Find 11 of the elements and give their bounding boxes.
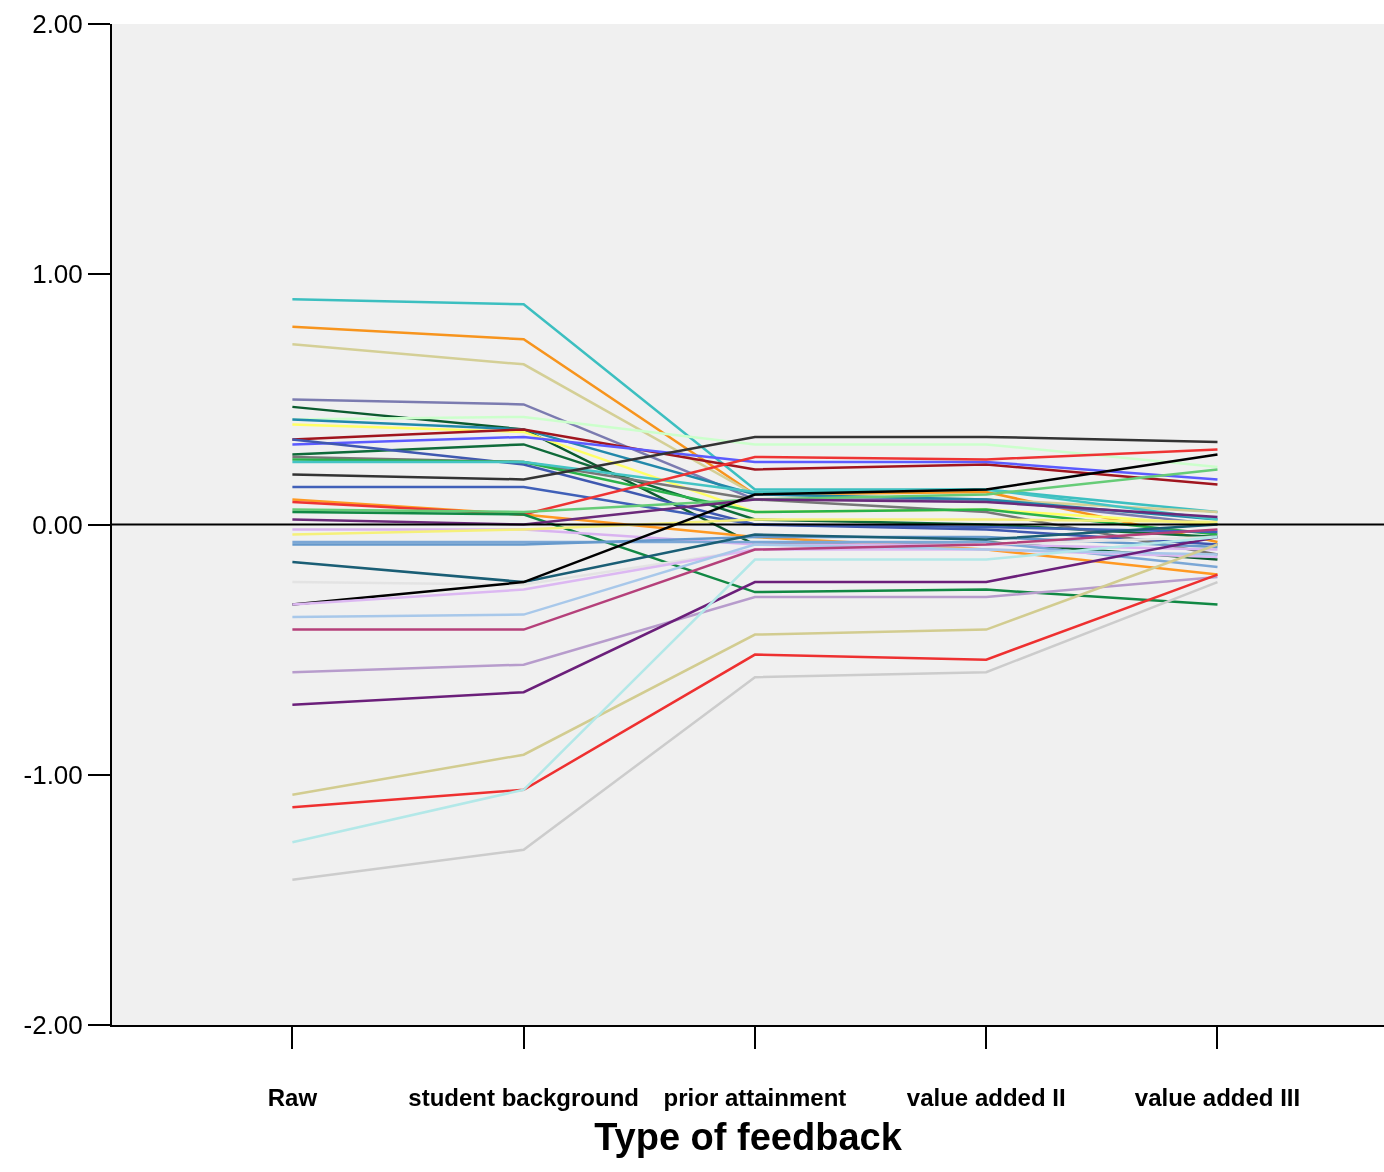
x-tick-label: prior attainment — [663, 1083, 847, 1111]
y-tick-label: -2.00 — [23, 1010, 83, 1041]
x-tick-label: student background — [408, 1083, 640, 1111]
y-tick-label: 2.00 — [32, 9, 83, 40]
y-tick-label: 1.00 — [32, 259, 83, 290]
x-tick-label: value added II — [906, 1083, 1066, 1111]
y-tick-label: -1.00 — [23, 759, 83, 790]
y-tick-label: 0.00 — [32, 509, 83, 540]
x-tick-label: Raw — [267, 1083, 318, 1111]
x-axis-title: Type of feedback — [594, 1116, 903, 1159]
x-tick-label: value added III — [1134, 1083, 1301, 1111]
